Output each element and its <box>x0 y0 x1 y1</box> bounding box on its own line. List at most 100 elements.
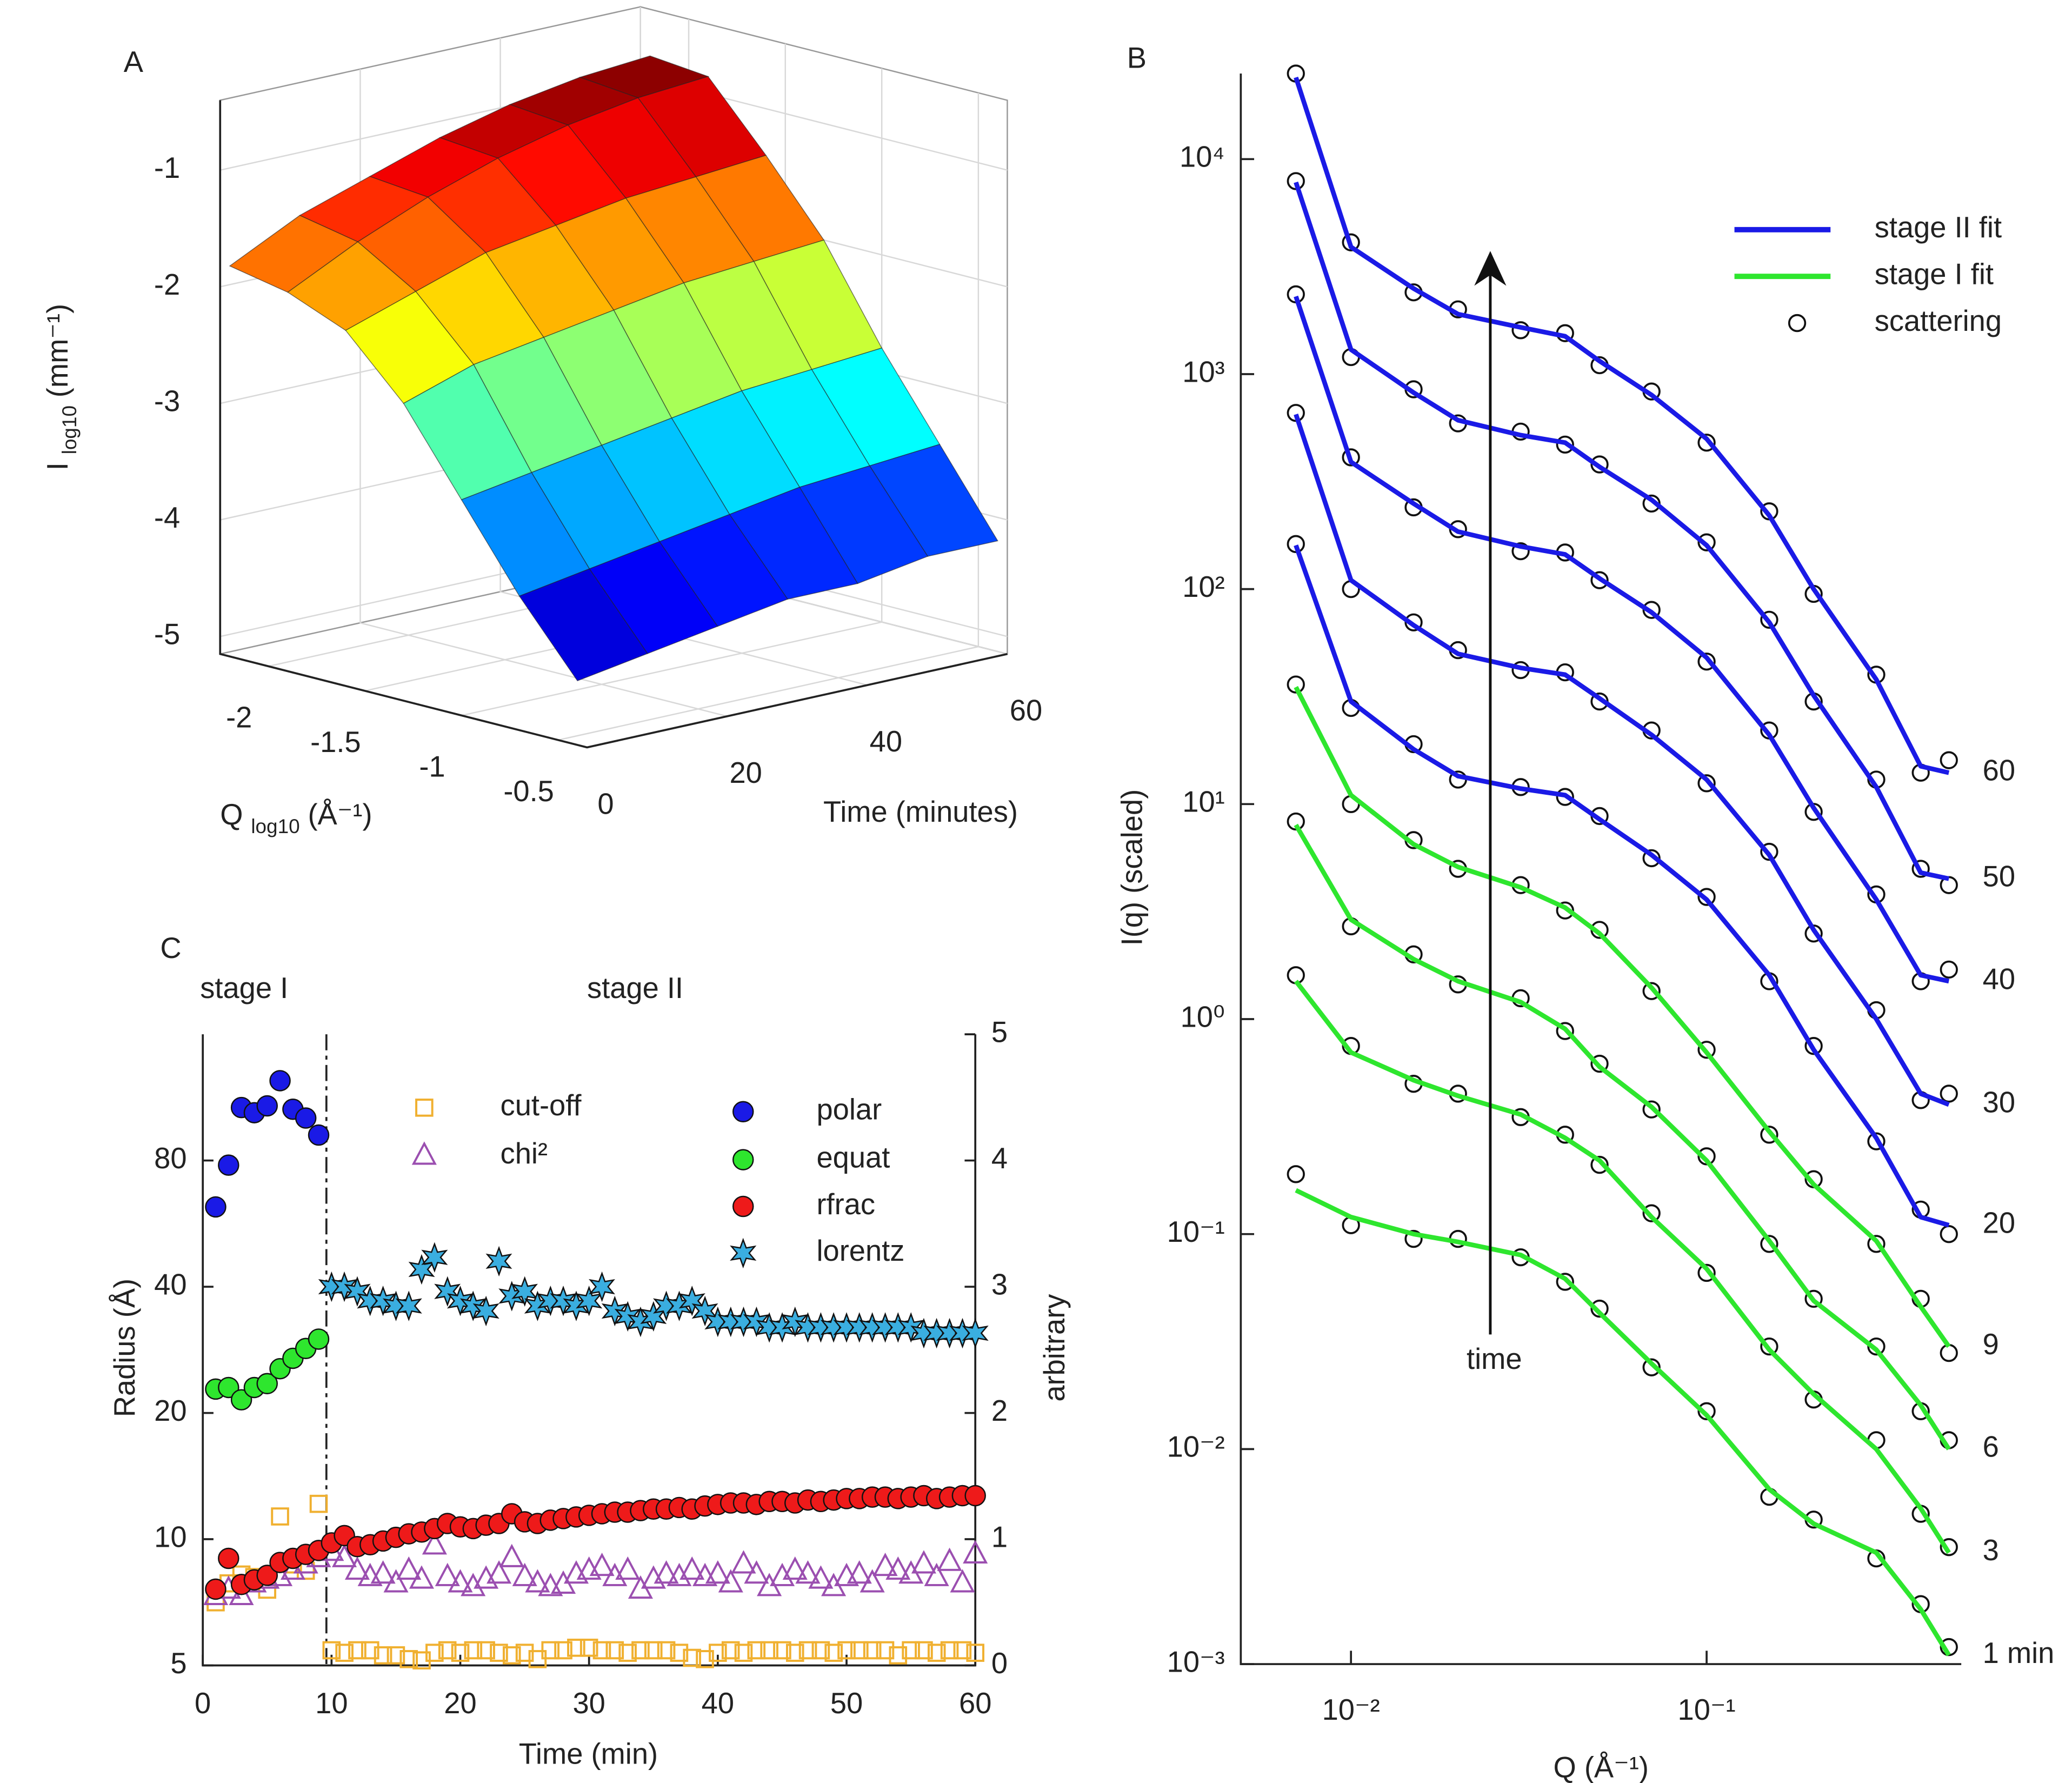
marker <box>205 1578 226 1600</box>
axis-line <box>219 100 1008 749</box>
scatter-point <box>1940 1225 1958 1243</box>
scatter-point <box>1940 1085 1958 1103</box>
y-tick-label: 10² <box>1182 570 1224 603</box>
marker <box>435 1562 460 1586</box>
marker <box>409 1565 434 1589</box>
scatter-point <box>1867 1337 1886 1356</box>
y-tick-label: 10⁴ <box>1180 141 1225 174</box>
series-end-label: 6 <box>1983 1431 1999 1463</box>
marker <box>696 1650 714 1668</box>
marker <box>229 1581 254 1605</box>
scatter-point <box>1287 1165 1305 1183</box>
marker <box>902 1641 920 1660</box>
marker <box>679 1556 705 1580</box>
y-tick-label: 0 <box>597 787 614 820</box>
marker <box>872 1552 898 1576</box>
marker <box>472 1295 499 1327</box>
marker <box>964 1485 986 1507</box>
marker <box>785 1644 804 1662</box>
scatter-point <box>1867 1235 1886 1253</box>
marker <box>218 1154 239 1176</box>
marker <box>511 1276 538 1307</box>
y-tick-label: 60 <box>1010 694 1042 727</box>
scatter-point <box>1287 675 1305 694</box>
marker <box>731 1550 756 1574</box>
x-tick-label: 0 <box>195 1687 211 1720</box>
marker <box>589 1552 615 1576</box>
panel-letter: A <box>124 45 144 78</box>
scatter-point <box>1556 1022 1574 1040</box>
z-axis-label-main: I <box>41 462 74 470</box>
scatter-point <box>1590 1155 1609 1174</box>
marker <box>730 1238 757 1269</box>
marker <box>256 1565 278 1586</box>
fit-line <box>1294 414 1950 1107</box>
marker <box>205 1196 226 1218</box>
marker <box>915 1641 933 1660</box>
legend-label: lorentz <box>816 1234 904 1267</box>
marker <box>618 1644 637 1662</box>
time-arrowhead <box>1474 251 1507 286</box>
marker <box>487 1560 512 1584</box>
marker <box>218 1376 239 1399</box>
marker <box>963 1540 988 1564</box>
scatter-point <box>1342 233 1360 251</box>
x-tick-label: -0.5 <box>503 775 554 808</box>
fit-line <box>1294 544 1950 1228</box>
marker <box>889 1646 908 1665</box>
marker <box>485 1246 512 1277</box>
marker <box>541 1641 560 1660</box>
marker <box>795 1560 821 1584</box>
scatter-point <box>1760 1235 1778 1253</box>
marker <box>811 1641 830 1660</box>
marker <box>683 1648 702 1667</box>
scatter-point <box>1697 533 1716 551</box>
y-tick-label: 10¹ <box>1182 786 1224 819</box>
scatter-point <box>1556 1273 1574 1291</box>
z-axis-label-unit: (mm⁻¹) <box>41 304 74 397</box>
scatter-point <box>1404 613 1423 631</box>
z-tick-label: -1 <box>154 151 180 184</box>
y2-tick-label: 4 <box>991 1142 1008 1175</box>
scatter-point <box>1940 1538 1958 1556</box>
marker <box>512 1562 537 1586</box>
series-end-label: 30 <box>1983 1086 2015 1119</box>
x-tick-label: 50 <box>830 1687 863 1720</box>
x-tick-label: 20 <box>444 1687 476 1720</box>
marker <box>601 1295 628 1327</box>
marker <box>370 1285 397 1316</box>
marker <box>567 1639 585 1657</box>
marker <box>415 1099 434 1117</box>
scatter-point <box>1760 1337 1778 1356</box>
legend-label: cut-off <box>501 1089 582 1122</box>
marker <box>705 1560 730 1584</box>
marker <box>782 1306 809 1338</box>
marker <box>966 1644 984 1662</box>
marker <box>361 1641 379 1660</box>
x-tick-label: 10⁻² <box>1322 1693 1380 1726</box>
scatter-point <box>1556 901 1574 920</box>
marker <box>256 1373 278 1394</box>
surface-patch <box>518 568 648 682</box>
marker <box>411 1141 437 1165</box>
marker <box>308 1328 330 1350</box>
marker <box>464 1641 483 1660</box>
legend-label: stage II fit <box>1875 211 2002 244</box>
marker <box>579 1639 598 1657</box>
series-end-label: 40 <box>1983 962 2015 995</box>
annotation: time <box>1467 1342 1522 1375</box>
marker <box>515 1644 534 1662</box>
scatter-point <box>1590 1054 1609 1073</box>
marker <box>322 1641 341 1660</box>
marker <box>425 1644 444 1662</box>
fit-line <box>1294 295 1950 984</box>
y-tick-label: 20 <box>729 756 762 789</box>
scatter-point <box>1760 1126 1778 1144</box>
marker <box>395 1290 422 1321</box>
y2-axis-label: arbitrary <box>1038 1294 1071 1402</box>
legend-label: scattering <box>1875 304 2002 337</box>
scatter-point <box>1342 448 1360 467</box>
marker <box>348 1641 367 1660</box>
scatter-point <box>1867 1132 1886 1150</box>
scatter-point <box>1697 1263 1716 1282</box>
